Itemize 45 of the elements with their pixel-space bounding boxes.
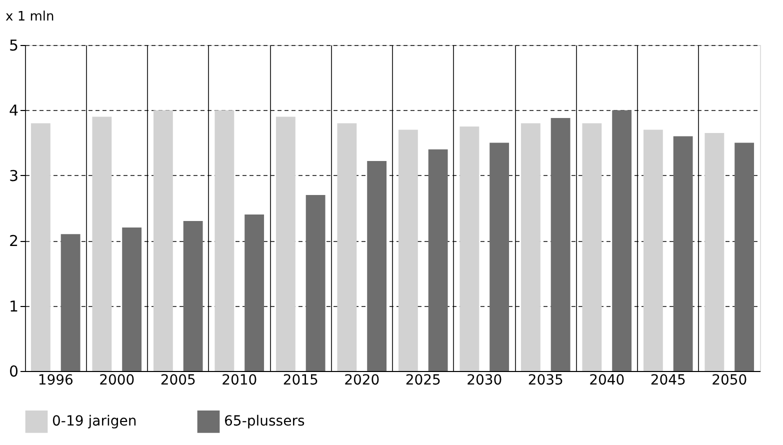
bar	[550, 118, 570, 371]
x-tick-label: 2020	[344, 372, 380, 388]
bar	[520, 123, 540, 371]
x-tick-label: 1996	[38, 372, 74, 388]
legend-label: 65-plussers	[224, 414, 305, 430]
legend-label: 0-19 jarigen	[52, 414, 137, 430]
y-tick-label: 2	[8, 232, 18, 250]
bar	[460, 126, 480, 371]
bar	[673, 136, 693, 371]
x-tick-label: 2025	[405, 372, 441, 388]
bar	[398, 130, 418, 371]
bar	[183, 221, 203, 371]
bar	[92, 116, 112, 371]
bar	[153, 110, 173, 371]
x-tick-label: 2010	[222, 372, 258, 388]
y-tick-label: 5	[8, 36, 18, 54]
bar	[337, 123, 357, 371]
bar	[643, 130, 663, 371]
bar	[60, 234, 80, 371]
x-tick-label: 2045	[650, 372, 686, 388]
x-tick-label: 2005	[160, 372, 196, 388]
bar	[428, 149, 448, 371]
y-tick-label: 0	[8, 362, 18, 380]
bar	[122, 228, 142, 371]
bar	[30, 123, 50, 371]
bar	[704, 133, 724, 371]
bar	[612, 110, 632, 371]
bar	[734, 142, 754, 371]
y-tick-label: 1	[8, 297, 18, 316]
y-tick-label: 4	[8, 102, 18, 120]
x-tick-label: 2040	[589, 372, 625, 388]
y-axis-title: x 1 mln	[6, 10, 54, 24]
bar	[582, 123, 602, 371]
x-tick-label: 2030	[466, 372, 502, 388]
bar	[306, 194, 326, 371]
bar	[276, 116, 296, 371]
y-tick-label: 3	[8, 166, 18, 185]
bar	[244, 214, 264, 371]
bar	[490, 142, 510, 371]
x-tick-label: 2015	[282, 372, 318, 388]
x-tick-label: 2000	[99, 372, 135, 388]
bar	[214, 110, 234, 371]
bar	[367, 161, 387, 371]
x-tick-label: 2050	[712, 372, 748, 388]
x-tick-label: 2035	[528, 372, 564, 388]
